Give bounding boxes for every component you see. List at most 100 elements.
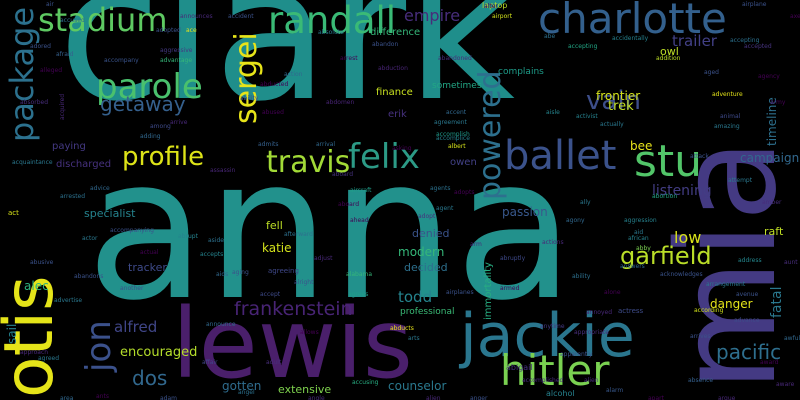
- word-apart: apart: [648, 395, 664, 400]
- word-erik: erik: [388, 109, 407, 120]
- word-alcohol: alcohol: [546, 389, 575, 398]
- word-ballet: ballet: [504, 133, 617, 179]
- word-ability-b: ability: [240, 95, 259, 102]
- word-professional: professional: [400, 307, 455, 317]
- word-abigail: abigail: [506, 363, 533, 372]
- word-adored: adored: [30, 43, 51, 50]
- word-asking: asking: [392, 145, 412, 152]
- word-accent: accent: [446, 109, 467, 116]
- word-accident: accident: [228, 13, 254, 20]
- word-accomplice: accomplice: [436, 135, 470, 142]
- word-anger: anger: [470, 395, 488, 400]
- word-aboard: aboard: [338, 201, 360, 208]
- word-abused: abused: [262, 109, 284, 116]
- word-abdomen: abdomen: [326, 99, 355, 106]
- word-denied: denied: [412, 227, 450, 240]
- word-advantage: advantage: [160, 57, 193, 64]
- word-agreeing: agreeing: [268, 267, 299, 275]
- word-passion: passion: [502, 205, 548, 219]
- word-abe: abe: [544, 33, 556, 40]
- word-adam: adam: [160, 395, 178, 400]
- word-albert: albert: [448, 143, 466, 150]
- word-aid: aid: [634, 229, 644, 236]
- word-airport: airport: [492, 13, 513, 20]
- word-abducts: abducts: [390, 325, 414, 332]
- word-aggression: aggression: [624, 217, 657, 224]
- word-airplane: airplane: [742, 1, 767, 8]
- word-adjust: adjust: [314, 255, 333, 262]
- word-accompanying: accompanying: [110, 227, 154, 234]
- word-owen: owen: [450, 157, 477, 168]
- word-frontier: frontier: [596, 89, 641, 103]
- word-stadium: stadium: [38, 1, 168, 39]
- word-owl: owl: [660, 45, 679, 58]
- word-air: air: [46, 1, 54, 8]
- word-parole: parole: [96, 67, 203, 107]
- word-aboard: aboard: [332, 171, 354, 178]
- word-adult: adult: [266, 359, 282, 366]
- word-alabama: alabama: [346, 271, 373, 278]
- word-absence: absence: [688, 377, 714, 384]
- word-army: army: [770, 99, 786, 106]
- word-sail: sail: [5, 323, 19, 344]
- word-arrive: arrive: [170, 119, 188, 126]
- word-addition: addition: [656, 55, 681, 62]
- word-apparently: apparently: [560, 351, 593, 358]
- word-alfred: alfred: [114, 318, 158, 336]
- word-ants: ants: [96, 393, 109, 400]
- word-abrupt: abrupt: [178, 233, 198, 240]
- word-awful: awful: [784, 335, 800, 342]
- word-abandons: abandons: [74, 273, 104, 280]
- word-immortality: immortality: [483, 262, 494, 320]
- word-african: african: [628, 235, 649, 242]
- word-abortion: abortion: [652, 193, 678, 200]
- word-accepting: accepting: [568, 43, 598, 50]
- word-allows: allows: [300, 329, 319, 336]
- word-counselor: counselor: [388, 379, 447, 393]
- word-arts: arts: [408, 335, 420, 342]
- word-agency: agency: [758, 73, 780, 80]
- word-gotten: gotten: [222, 379, 262, 393]
- word-alleged: alleged: [40, 67, 63, 74]
- word-paying: paying: [52, 141, 86, 152]
- word-aircraft: aircraft: [350, 187, 372, 194]
- word-finance: finance: [376, 87, 413, 98]
- word-trailer: trailer: [672, 32, 717, 50]
- word-attempt: attempt: [728, 177, 753, 184]
- word-actress: actress: [618, 307, 644, 315]
- word-alien: alien: [584, 377, 599, 384]
- word-acquired: acquired: [59, 93, 66, 120]
- word-listening: listening: [652, 183, 712, 199]
- word-amber: amber: [762, 199, 782, 206]
- word-anna: anna: [86, 116, 575, 344]
- word-accompany: accompany: [104, 57, 139, 64]
- word-jackie: jackie: [460, 301, 635, 371]
- word-frankenstein: frankenstein: [234, 298, 353, 320]
- word-aging: aging: [232, 269, 249, 276]
- word-vain: vain: [586, 86, 642, 116]
- word-sergei: sergei: [229, 32, 264, 124]
- word-aggressive: aggressive: [160, 47, 193, 54]
- word-katie: katie: [262, 241, 292, 255]
- word-accomplished: accomplished: [522, 377, 564, 384]
- word-fatal: fatal: [769, 286, 785, 318]
- word-accomplish: accomplish: [436, 131, 470, 138]
- word-advertise: advertise: [54, 297, 83, 304]
- word-absorbed: absorbed: [20, 99, 49, 106]
- word-abruptly: abruptly: [500, 255, 526, 262]
- word-decided: decided: [404, 261, 448, 274]
- word-ally: ally: [580, 199, 591, 206]
- word-getaway: getaway: [100, 92, 186, 116]
- word-clark: clark: [58, 0, 515, 143]
- word-alien-b: alien: [426, 395, 441, 400]
- word-accused: accused: [60, 17, 85, 24]
- word-adopt: adopt: [418, 213, 436, 220]
- word-ahead: ahead: [350, 217, 369, 224]
- word-arm: arm: [470, 241, 482, 248]
- word-laptop: laptop: [482, 1, 508, 10]
- word-bee: bee: [630, 139, 653, 153]
- word-admits: admits: [258, 141, 279, 148]
- word-garfield: garfield: [620, 242, 712, 270]
- word-accusing: accusing: [352, 379, 379, 386]
